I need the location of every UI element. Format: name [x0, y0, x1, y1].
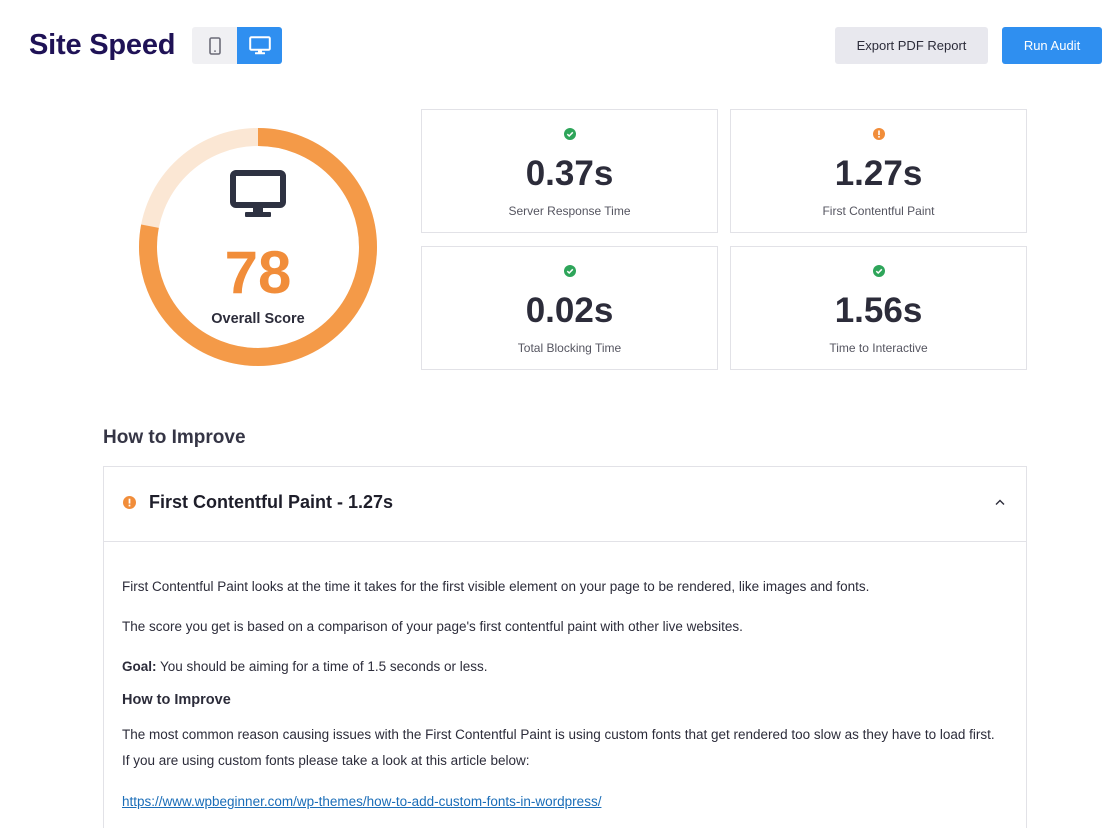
metric-card-time-to-interactive: 1.56s Time to Interactive	[730, 246, 1027, 370]
metric-value: 0.37s	[525, 154, 614, 193]
metric-value: 1.56s	[834, 291, 923, 330]
description-paragraph: The score you get is based on a comparis…	[122, 619, 743, 634]
overall-score-label: Overall Score	[211, 311, 305, 327]
run-audit-button[interactable]: Run Audit	[1002, 27, 1102, 64]
metric-card-total-blocking-time: 0.02s Total Blocking Time	[421, 246, 718, 370]
page-title: Site Speed	[29, 29, 176, 61]
score-ring-fill	[139, 128, 377, 366]
goal-label: Goal:	[122, 659, 157, 674]
metric-card-server-response: 0.37s Server Response Time	[421, 109, 718, 233]
goal-paragraph: Goal: You should be aiming for a time of…	[122, 654, 487, 680]
chevron-up-icon[interactable]	[994, 498, 1006, 506]
metric-label: Server Response Time	[508, 204, 631, 218]
metric-card-first-contentful-paint: 1.27s First Contentful Paint	[730, 109, 1027, 233]
description-paragraph: First Contentful Paint looks at the time…	[122, 579, 870, 594]
desktop-icon	[248, 36, 271, 55]
accordion-title: First Contentful Paint - 1.27s	[149, 492, 394, 512]
metric-label: Total Blocking Time	[517, 341, 622, 355]
metric-value: 1.27s	[834, 154, 923, 193]
desktop-view-button[interactable]	[237, 27, 282, 64]
score-ring	[139, 128, 377, 366]
detail-paragraph: The most common reason causing issues wi…	[122, 727, 995, 768]
check-circle-icon	[563, 265, 576, 277]
mobile-icon	[208, 36, 221, 55]
mobile-view-button[interactable]	[192, 27, 237, 64]
metric-label: First Contentful Paint	[822, 204, 935, 218]
info-circle-icon	[872, 128, 885, 140]
improvement-accordion: First Contentful Paint - 1.27s First Con…	[103, 466, 1027, 828]
subheading: How to Improve	[122, 692, 231, 708]
metric-value: 0.02s	[525, 291, 614, 330]
info-circle-icon	[123, 496, 136, 509]
article-link[interactable]: https://www.wpbeginner.com/wp-themes/how…	[122, 794, 602, 809]
goal-text: You should be aiming for a time of 1.5 s…	[156, 659, 488, 674]
accordion-header[interactable]: First Contentful Paint - 1.27s	[104, 467, 1026, 542]
desktop-icon	[230, 170, 286, 217]
check-circle-icon	[563, 128, 576, 140]
device-toggle	[192, 27, 282, 64]
metric-label: Time to Interactive	[829, 341, 928, 355]
overall-score-value: 78	[224, 239, 292, 306]
overall-score-gauge: 78 Overall Score	[138, 127, 378, 367]
section-title: How to Improve	[103, 427, 246, 448]
check-circle-icon	[872, 265, 885, 277]
export-pdf-button[interactable]: Export PDF Report	[835, 27, 988, 64]
